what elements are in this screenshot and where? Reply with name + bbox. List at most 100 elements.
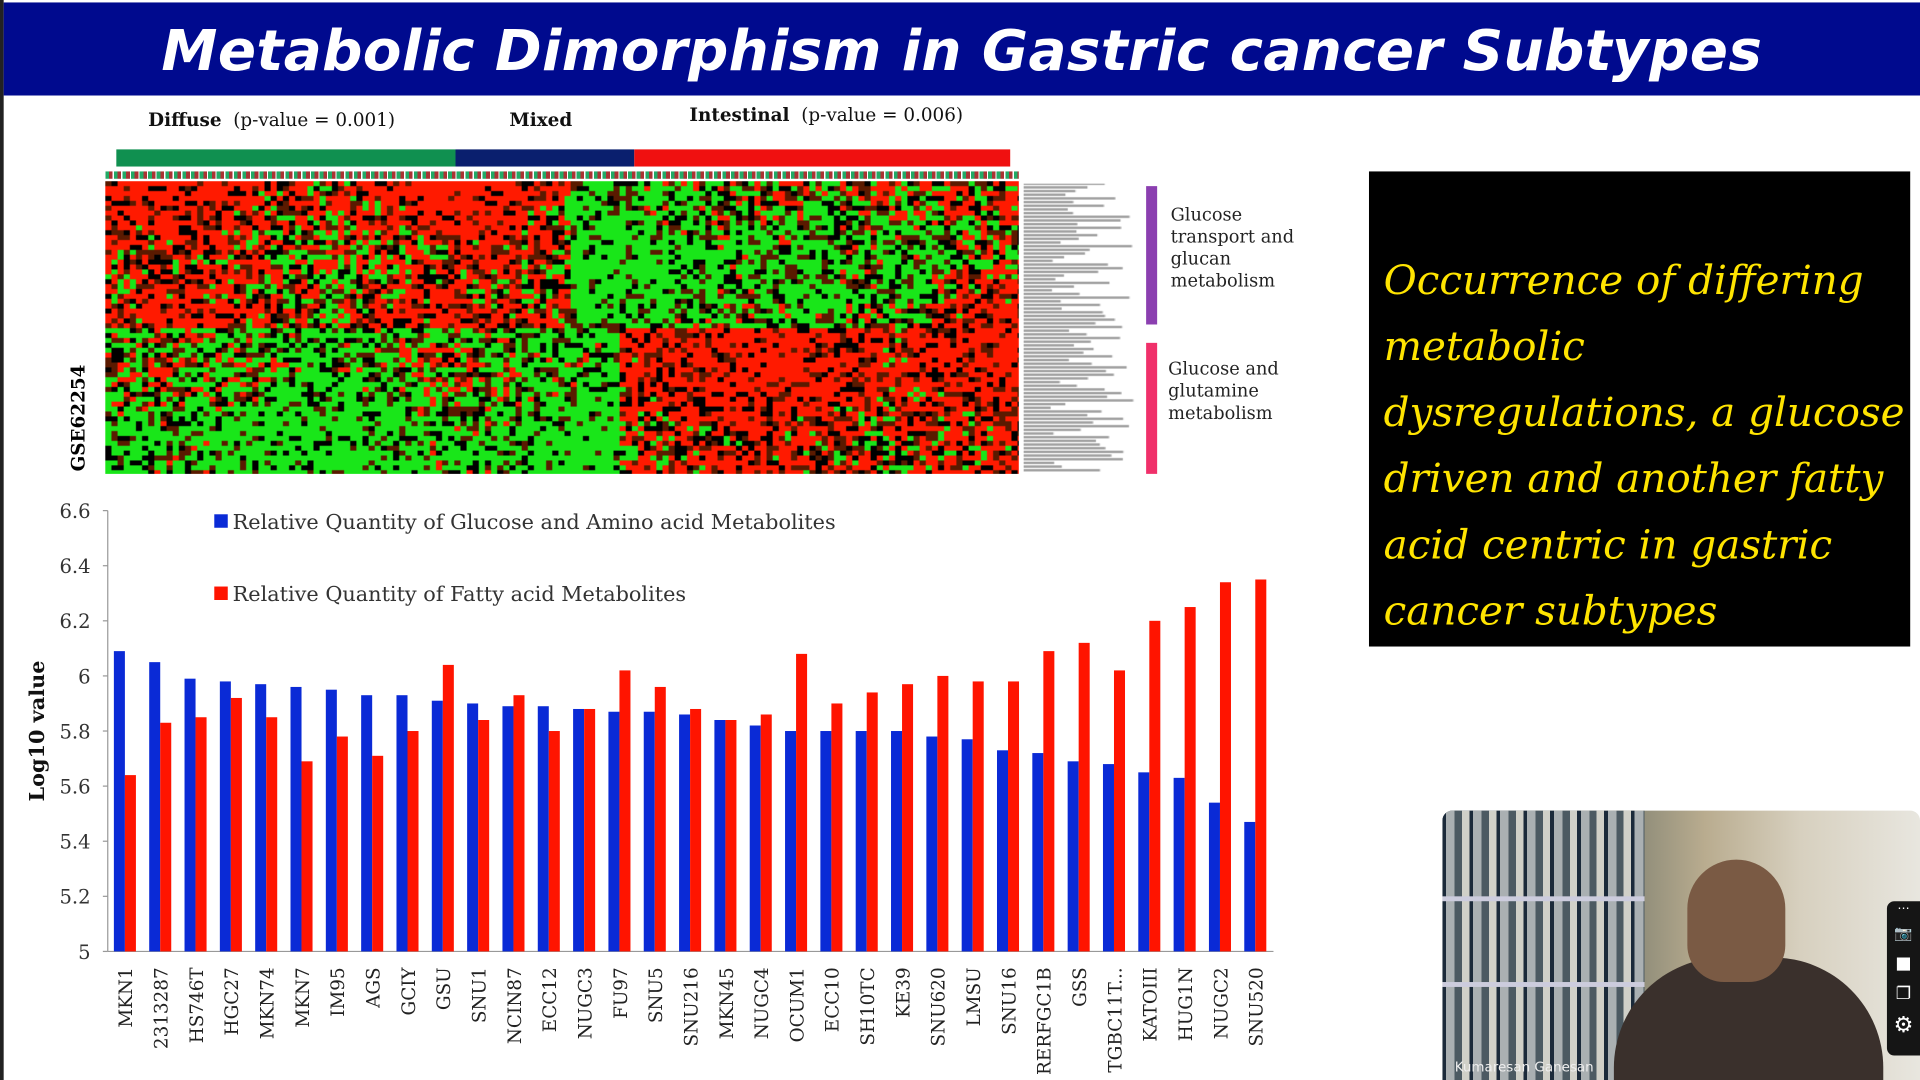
x-tick-label: HUG1N bbox=[1176, 967, 1197, 1041]
y-tick-label: 5.4 bbox=[59, 831, 90, 854]
bar-glucose-amino-SNU216 bbox=[679, 714, 691, 952]
x-tick-label: SNU620 bbox=[929, 967, 950, 1046]
bar-glucose-amino-SNU5 bbox=[643, 711, 655, 952]
x-tick-label: LMSU bbox=[964, 967, 985, 1026]
bar-glucose-amino-ECC12 bbox=[537, 706, 549, 952]
bar-fatty-acid-GSU bbox=[442, 664, 454, 952]
bar-fatty-acid-NUGC3 bbox=[584, 708, 596, 952]
bar-glucose-amino-TGBC11T... bbox=[1102, 764, 1114, 952]
bar-fatty-acid-MKN74 bbox=[266, 717, 278, 952]
bar-glucose-amino-NUGC2 bbox=[1208, 802, 1220, 952]
group-bar-diffuse bbox=[116, 149, 456, 167]
bar-glucose-amino-HS746T bbox=[184, 678, 196, 952]
group-label-intestinal: Intestinal (p-value = 0.006) bbox=[689, 104, 964, 127]
heatmap bbox=[105, 181, 1019, 474]
x-tick-label: SH10TC bbox=[858, 967, 879, 1045]
screen-share-icon[interactable]: ❐ bbox=[1895, 984, 1912, 1005]
x-tick-label: KATOIII bbox=[1141, 967, 1162, 1041]
settings-gear-icon[interactable]: ⚙ bbox=[1893, 1012, 1914, 1039]
bar-glucose-amino-AGS bbox=[361, 695, 373, 952]
bar-glucose-amino-SH10TC bbox=[855, 731, 867, 952]
cluster-bar-glutamine bbox=[1146, 342, 1158, 474]
bar-fatty-acid-SNU1 bbox=[478, 720, 490, 952]
bar-fatty-acid-SNU620 bbox=[937, 675, 949, 952]
bar-fatty-acid-OCUM1 bbox=[796, 653, 808, 952]
shelf-line bbox=[1442, 896, 1645, 902]
bar-fatty-acid-MKN45 bbox=[725, 720, 737, 952]
bar-glucose-amino-SNU620 bbox=[926, 736, 938, 952]
bar-glucose-amino-HUG1N bbox=[1173, 777, 1185, 952]
bar-glucose-amino-NUGC3 bbox=[573, 708, 585, 952]
y-tick-label: 6.6 bbox=[59, 500, 90, 523]
bar-fatty-acid-HS746T bbox=[195, 717, 207, 952]
bar-fatty-acid-MKN7 bbox=[301, 761, 313, 952]
bar-fatty-acid-IM95 bbox=[336, 736, 348, 952]
video-background-shelf bbox=[1442, 810, 1645, 1080]
x-tick-label: MKN74 bbox=[258, 967, 279, 1039]
x-tick-label: SNU16 bbox=[999, 967, 1020, 1034]
legend-entry: Relative Quantity of Glucose and Amino a… bbox=[233, 510, 836, 534]
bar-fatty-acid-NUGC2 bbox=[1219, 582, 1231, 952]
more-options-icon[interactable]: ⋯ bbox=[1897, 902, 1910, 916]
x-tick-label: NUGC4 bbox=[752, 967, 773, 1039]
x-tick-label: AGS bbox=[364, 967, 385, 1009]
bar-glucose-amino-LMSU bbox=[961, 739, 973, 952]
x-tick-label: SNU5 bbox=[646, 967, 667, 1023]
x-tick-label: NCIN87 bbox=[505, 967, 526, 1044]
bar-fatty-acid-GSS bbox=[1078, 642, 1090, 952]
bar-fatty-acid-ECC10 bbox=[831, 703, 843, 952]
bar-glucose-amino-MKN45 bbox=[714, 720, 726, 952]
bar-fatty-acid-KE39 bbox=[902, 684, 914, 952]
bar-fatty-acid-HGC27 bbox=[230, 697, 242, 952]
x-tick-label: OCUM1 bbox=[787, 967, 808, 1042]
dataset-label: GSE62254 bbox=[67, 364, 90, 472]
legend-swatch bbox=[214, 514, 228, 528]
group-bar-intestinal bbox=[634, 149, 1011, 167]
bar-glucose-amino-SNU520 bbox=[1244, 821, 1256, 952]
y-tick-label: 6 bbox=[78, 665, 90, 688]
x-tick-label: GSU bbox=[434, 967, 455, 1010]
bar-glucose-amino-NCIN87 bbox=[502, 706, 514, 952]
legend-entry: Relative Quantity of Fatty acid Metaboli… bbox=[233, 582, 686, 606]
bar-glucose-amino-GCIY bbox=[396, 695, 408, 952]
slide-border bbox=[0, 0, 4, 1080]
x-tick-label: FU97 bbox=[611, 967, 632, 1019]
x-tick-label: SNU520 bbox=[1247, 967, 1268, 1046]
camera-icon[interactable]: 📷 bbox=[1894, 924, 1913, 942]
x-tick-label: MKN1 bbox=[116, 967, 137, 1027]
bar-glucose-amino-FU97 bbox=[608, 711, 620, 952]
x-tick-label: MKN45 bbox=[717, 967, 738, 1039]
x-tick-label: MKN7 bbox=[293, 967, 314, 1027]
bar-glucose-amino-ECC10 bbox=[820, 731, 832, 952]
bar-glucose-amino-2313287 bbox=[149, 662, 161, 952]
sample-annotation-strip bbox=[105, 171, 1019, 179]
bar-fatty-acid-AGS bbox=[372, 755, 384, 952]
legend-swatch bbox=[214, 586, 228, 601]
cluster-label-glutamine: Glucose and glutamine metabolism bbox=[1168, 360, 1279, 424]
video-toolbar: ⋯ 📷 ■ ❐ ⚙ bbox=[1886, 901, 1920, 1056]
bar-glucose-amino-SNU1 bbox=[467, 703, 479, 952]
x-tick-label: NUGC3 bbox=[575, 967, 596, 1039]
group-label-mixed: Mixed bbox=[509, 108, 573, 132]
bar-fatty-acid-KATOIII bbox=[1149, 620, 1161, 952]
participant-name: Kumaresan Ganesan bbox=[1454, 1059, 1594, 1076]
slide-title: Metabolic Dimorphism in Gastric cancer S… bbox=[3, 2, 1920, 96]
bar-fatty-acid-MKN1 bbox=[124, 775, 136, 952]
bar-fatty-acid-LMSU bbox=[972, 681, 984, 952]
group-bar-mixed bbox=[455, 149, 635, 167]
bar-fatty-acid-2313287 bbox=[160, 722, 172, 952]
bar-fatty-acid-NUGC4 bbox=[760, 714, 772, 952]
bar-glucose-amino-OCUM1 bbox=[785, 731, 797, 952]
bar-glucose-amino-KATOIII bbox=[1138, 772, 1150, 952]
bar-fatty-acid-SNU16 bbox=[1008, 681, 1020, 952]
video-feed[interactable]: Kumaresan Ganesan bbox=[1442, 810, 1920, 1080]
bar-glucose-amino-MKN7 bbox=[290, 686, 302, 952]
bar-glucose-amino-IM95 bbox=[325, 689, 337, 952]
video-camera-icon[interactable]: ■ bbox=[1895, 953, 1912, 974]
y-axis-label: Log10 value bbox=[24, 661, 49, 802]
x-tick-label: SNU1 bbox=[469, 967, 490, 1023]
bar-fatty-acid-FU97 bbox=[619, 670, 631, 952]
bar-chart: 5 5.2 5.4 5.6 5.8 6 6.2 6.4 6.6 Log10 value MKN1 23… bbox=[24, 500, 1274, 1075]
cluster-bar-glucan bbox=[1146, 186, 1158, 325]
